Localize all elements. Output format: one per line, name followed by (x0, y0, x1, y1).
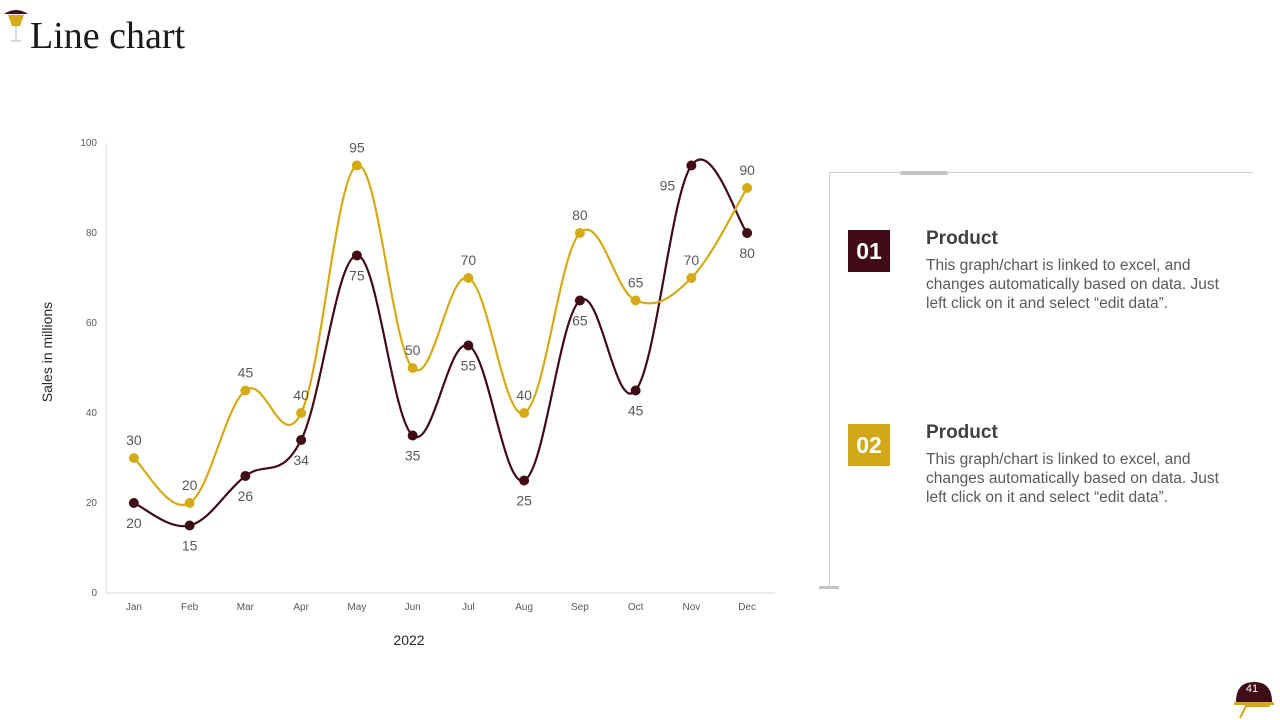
data-label-series-2: 70 (684, 252, 700, 268)
y-axis-title: Sales in millions (39, 302, 55, 402)
data-label-series-1: 35 (405, 448, 421, 464)
data-point-series-1 (351, 250, 362, 261)
data-label-series-2: 70 (461, 252, 477, 268)
line-chart: 0 20 40 60 80 100 Jan Feb Mar Apr May Jun Jul Aug Sep… (39, 138, 775, 648)
data-point-series-2 (240, 385, 251, 396)
y-tick-label: 0 (91, 588, 97, 599)
data-point-series-2 (296, 408, 307, 418)
y-tick-label: 20 (86, 498, 98, 509)
data-point-series-1 (574, 295, 585, 306)
series-line-2 (133, 164, 749, 507)
data-point-series-2 (519, 408, 530, 418)
data-point-series-2 (351, 160, 362, 171)
x-tick-label: Dec (738, 602, 756, 613)
data-label-series-2: 20 (182, 477, 198, 493)
panel-foot-decoration (819, 586, 839, 589)
x-axis-title: 2022 (393, 632, 424, 648)
page-title: Line chart (30, 15, 186, 57)
data-point-series-1 (184, 520, 195, 531)
cloche-icon (1234, 682, 1274, 719)
x-tick-label: Jul (462, 602, 475, 613)
x-tick-label: Jan (126, 602, 142, 613)
page-number: 41 (1245, 683, 1259, 695)
data-point-series-2 (630, 295, 641, 306)
number-badge-2: 02 (848, 424, 890, 466)
x-tick-label: Feb (181, 602, 199, 613)
product-description-1: This graph/chart is linked to excel, and… (926, 257, 1219, 312)
data-label-series-1: 25 (516, 493, 532, 509)
data-point-series-1 (742, 228, 753, 238)
data-point-series-1 (240, 471, 251, 481)
data-point-series-1 (407, 430, 418, 441)
data-point-series-1 (686, 160, 697, 171)
data-point-series-2 (686, 273, 697, 283)
product-description-2: This graph/chart is linked to excel, and… (926, 451, 1219, 506)
data-point-series-2 (407, 363, 418, 373)
data-label-series-1: 26 (238, 488, 254, 504)
data-label-series-2: 95 (349, 140, 365, 156)
panel-frame-left (829, 172, 830, 588)
data-point-series-2 (463, 273, 474, 283)
data-label-series-2: 45 (238, 365, 254, 381)
data-label-series-1: 20 (126, 515, 142, 531)
product-heading-1: Product (926, 228, 998, 249)
data-label-series-1: 45 (628, 403, 644, 419)
x-tick-label: Oct (628, 602, 644, 613)
data-label-series-1: 65 (572, 313, 588, 329)
y-tick-label: 60 (86, 318, 98, 329)
data-point-series-1 (630, 385, 641, 396)
x-tick-label: Jun (405, 602, 421, 613)
data-label-series-1: 80 (739, 245, 755, 261)
x-tick-label: Nov (682, 602, 700, 613)
data-label-series-1: 95 (660, 178, 676, 194)
data-label-series-1: 34 (293, 452, 309, 468)
y-tick-label: 40 (86, 408, 98, 419)
data-point-series-1 (128, 498, 139, 508)
data-label-series-2: 65 (628, 275, 644, 291)
y-tick-label: 80 (86, 228, 98, 239)
x-tick-label: Apr (293, 602, 309, 613)
x-tick-label: Sep (571, 602, 589, 613)
data-label-series-1: 15 (182, 538, 198, 554)
panel-tab-decoration (900, 171, 948, 175)
data-label-series-1: 75 (349, 268, 365, 284)
data-point-series-1 (463, 340, 474, 351)
data-label-series-2: 30 (126, 432, 142, 448)
product-heading-2: Product (926, 422, 998, 443)
x-tick-label: Mar (237, 602, 255, 613)
number-badge-1: 01 (848, 230, 890, 272)
data-point-series-2 (742, 183, 753, 193)
data-label-series-2: 40 (293, 387, 309, 403)
series-line-1 (133, 158, 749, 528)
panel-frame-top (829, 172, 1253, 173)
logo-icon (4, 10, 28, 42)
data-label-series-2: 40 (516, 387, 532, 403)
data-point-series-2 (574, 228, 585, 238)
data-point-series-1 (519, 475, 530, 486)
data-label-series-1: 55 (461, 358, 477, 374)
data-label-series-2: 50 (405, 342, 421, 358)
y-tick-label: 100 (80, 138, 97, 149)
x-tick-label: May (347, 602, 366, 613)
x-tick-label: Aug (515, 602, 533, 613)
data-point-series-1 (296, 435, 307, 445)
data-label-series-2: 80 (572, 207, 588, 223)
data-point-series-2 (184, 498, 195, 508)
data-point-series-2 (128, 453, 139, 463)
data-label-series-2: 90 (739, 162, 755, 178)
